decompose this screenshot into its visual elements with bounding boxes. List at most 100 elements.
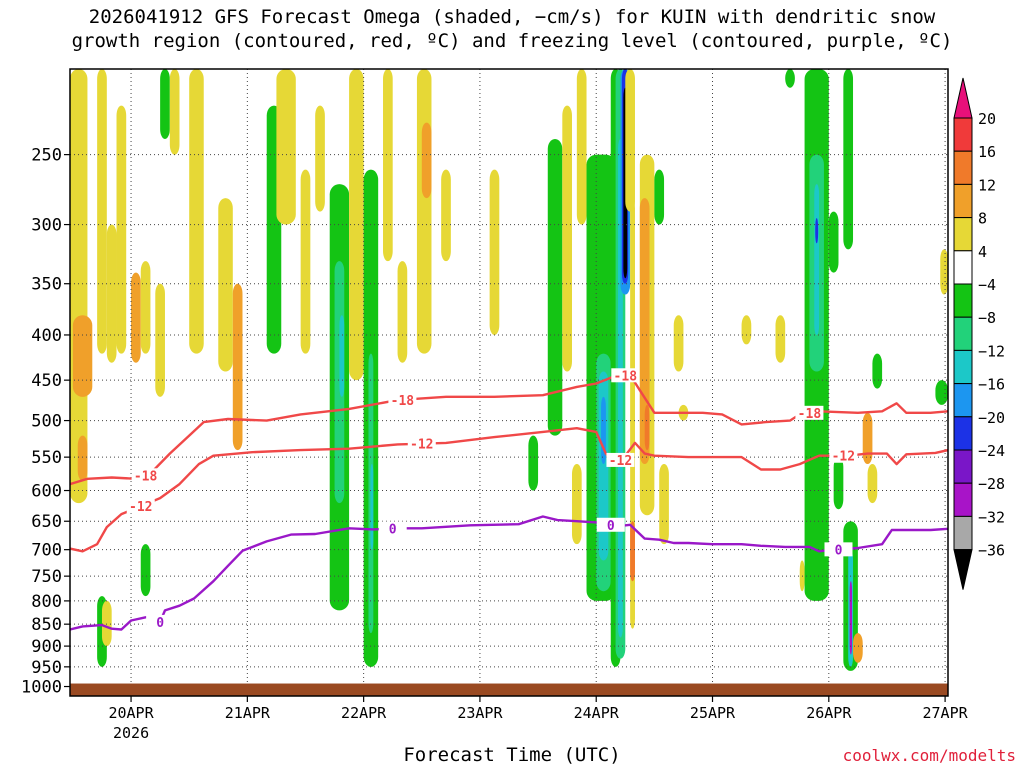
- y-tick-label: 300: [31, 216, 62, 236]
- colorbar-level-label: −36: [978, 542, 1005, 560]
- omega-region: [169, 69, 180, 155]
- omega-region: [397, 261, 408, 363]
- colorbar-level-label: 20: [978, 110, 996, 128]
- chart-title-line-1: 2026041912 GFS Forecast Omega (shaded, −…: [88, 6, 936, 28]
- colorbar-bin: [953, 150, 973, 185]
- omega-region: [140, 544, 151, 597]
- grid-layer: [70, 69, 948, 696]
- colorbar-level-label: −24: [978, 442, 1005, 460]
- y-tick-label: 600: [31, 482, 62, 502]
- omega-region: [349, 69, 364, 381]
- isotherm-label: -12: [832, 450, 855, 465]
- y-tick-label: 950: [31, 658, 62, 678]
- x-tick-label: 27APR: [923, 704, 969, 722]
- omega-region: [528, 435, 539, 491]
- isotherm-label: -12: [410, 438, 433, 453]
- omega-region: [576, 69, 587, 225]
- omega-region: [339, 315, 345, 397]
- isotherm-label: -12: [129, 500, 152, 515]
- omega-region: [300, 169, 311, 354]
- plot-frame: [69, 68, 949, 697]
- isotherm-label-bg: [829, 448, 858, 463]
- omega-region: [935, 380, 948, 405]
- omega-region: [315, 105, 325, 212]
- isotherm-label-bg: [407, 436, 436, 451]
- omega-region: [741, 315, 752, 345]
- isotherm-label-bg: [795, 405, 824, 420]
- credit-link[interactable]: coolwx.com/modelts: [842, 746, 1016, 765]
- colorbar-bin: [953, 316, 973, 351]
- colorbar-bin: [953, 515, 973, 551]
- omega-region: [639, 198, 650, 465]
- colorbar-level-label: −4: [978, 276, 996, 294]
- omega-region: [441, 169, 451, 262]
- isotherm-label: 0: [156, 616, 164, 631]
- colorbar-level-label: −8: [978, 309, 996, 327]
- colorbar-level-label: 16: [978, 143, 996, 161]
- isotherm-label-bg: [126, 499, 155, 514]
- isotherm-label: -18: [391, 394, 415, 409]
- colorbar-bin: [953, 482, 973, 517]
- x-tick-label: 20APR: [108, 704, 154, 722]
- isotherm-label: -12: [609, 454, 632, 469]
- omega-region: [72, 315, 93, 397]
- colorbar-bin: [953, 250, 973, 285]
- y-tick-label: 250: [31, 146, 62, 166]
- omega-region: [775, 315, 786, 363]
- colorbar-level-label: −28: [978, 475, 1005, 493]
- omega-region: [155, 283, 165, 397]
- isotherm-label: -18: [798, 407, 822, 422]
- ground-layer: [70, 683, 948, 696]
- isotherm-layer: -18 -18 -18 -18 -12 -12 -12 -12 0 0 0 0: [70, 368, 948, 631]
- y-tick-label: 900: [31, 637, 62, 657]
- isotherm-label-bg: [388, 392, 417, 407]
- omega-region: [489, 169, 500, 335]
- isotherm-label: -18: [134, 469, 158, 484]
- isotherm-label-bg: [611, 368, 640, 383]
- isotherm-label: 0: [389, 522, 397, 537]
- y-tick-label: 350: [31, 275, 62, 295]
- omega-region: [547, 138, 563, 436]
- omega-region: [843, 69, 854, 250]
- omega-region: [625, 69, 635, 212]
- omega-region: [383, 69, 393, 262]
- y-tick-label: 450: [31, 371, 62, 391]
- colorbar-bin: [953, 383, 973, 418]
- omega-region: [673, 315, 684, 372]
- omega-colorbar: 20 16 12 8 4 −4 −8 −12 −16 −20 −24 −28 −32 −36: [953, 77, 1005, 590]
- colorbar-level-label: −12: [978, 342, 1005, 360]
- colorbar-bin: [953, 416, 973, 451]
- omega-region: [849, 581, 853, 655]
- plot-area: [70, 69, 948, 696]
- isotherm-label: -18: [614, 369, 638, 384]
- omega-region: [189, 69, 204, 354]
- colorbar-level-label: −20: [978, 409, 1005, 427]
- colorbar-bin: [953, 349, 973, 385]
- x-tick-label: 21APR: [225, 704, 271, 722]
- y-tick-label: 650: [31, 512, 62, 532]
- omega-region: [853, 633, 863, 663]
- omega-region: [116, 105, 127, 354]
- omega-region: [276, 69, 296, 225]
- colorbar-bin: [953, 217, 973, 252]
- omega-region: [630, 521, 635, 582]
- omega-region: [562, 105, 572, 372]
- x-tick-label: 25APR: [690, 704, 736, 722]
- omega-region: [140, 261, 151, 354]
- colorbar-level-label: −16: [978, 376, 1005, 394]
- omega-region: [659, 464, 669, 545]
- omega-region: [370, 464, 374, 550]
- pressure-axis: 2503003504004505005506006507007508008509…: [21, 146, 70, 698]
- y-tick-label: 550: [31, 448, 62, 468]
- y-tick-label: 400: [31, 326, 62, 346]
- colorbar-level-label: 8: [978, 210, 987, 228]
- omega-region: [101, 600, 112, 647]
- x-tick-label: 22APR: [341, 704, 387, 722]
- isotherm-label-bg: [131, 468, 160, 483]
- x-tick-label: 23APR: [457, 704, 503, 722]
- omega-region: [571, 464, 582, 545]
- isotherm-label-bg: [824, 542, 853, 557]
- y-tick-label: 500: [31, 412, 62, 432]
- omega-region: [630, 198, 635, 629]
